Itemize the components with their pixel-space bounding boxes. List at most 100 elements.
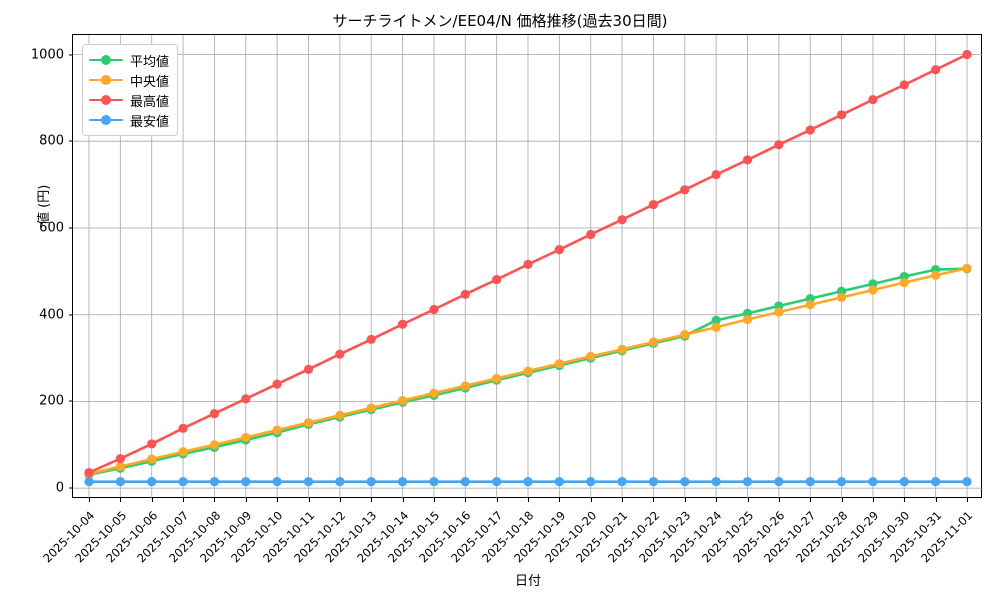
y-tick-mark — [68, 140, 73, 142]
data-point — [366, 477, 376, 487]
data-point — [554, 245, 564, 255]
data-point — [241, 477, 251, 487]
x-tick-mark — [716, 497, 718, 502]
data-point — [962, 263, 972, 273]
data-point — [836, 292, 847, 302]
x-tick-mark — [151, 497, 153, 502]
data-point — [460, 289, 470, 299]
x-tick-mark — [214, 497, 216, 502]
y-tick-label: 1000 — [30, 47, 64, 62]
x-tick-mark — [277, 497, 279, 502]
x-tick-mark — [528, 497, 529, 502]
data-point — [680, 330, 690, 340]
data-point — [429, 477, 439, 487]
legend-label: 平均値 — [130, 54, 170, 70]
legend-label: 最安値 — [130, 114, 170, 130]
data-point — [147, 439, 157, 449]
data-point — [335, 349, 345, 359]
data-point — [554, 477, 564, 487]
x-tick-mark — [308, 497, 310, 502]
data-point — [805, 125, 815, 135]
data-point — [115, 454, 125, 464]
data-point — [272, 425, 282, 435]
data-point — [742, 314, 753, 325]
data-point — [397, 319, 408, 329]
data-point — [178, 423, 188, 433]
grid-lines — [73, 35, 983, 499]
data-point — [680, 185, 690, 195]
data-point — [366, 403, 376, 413]
legend-item[interactable]: 最安値 — [89, 110, 169, 130]
data-point — [178, 477, 188, 487]
y-tick-label: 0 — [55, 480, 64, 496]
data-point — [617, 477, 627, 487]
x-tick-mark — [183, 497, 185, 502]
data-point — [711, 477, 721, 487]
y-tick-label: 200 — [39, 393, 64, 409]
data-point — [115, 477, 125, 487]
x-tick-mark — [590, 497, 592, 502]
x-tick-mark — [810, 497, 812, 502]
data-point — [272, 477, 282, 487]
data-point — [648, 477, 659, 487]
data-point — [648, 199, 659, 210]
data-point — [836, 477, 847, 487]
x-tick-mark — [402, 497, 404, 502]
data-point — [711, 322, 721, 332]
data-point — [742, 477, 753, 487]
legend-label: 中央値 — [130, 74, 170, 90]
data-point — [868, 477, 878, 487]
data-point — [523, 366, 533, 376]
data-point — [209, 440, 220, 450]
legend-marker-icon — [89, 113, 123, 127]
data-point — [366, 334, 376, 345]
x-tick-mark — [967, 497, 968, 502]
y-tick-mark — [68, 314, 73, 316]
data-point — [586, 351, 596, 361]
legend-item[interactable]: 中央値 — [89, 70, 169, 90]
x-tick-mark — [904, 497, 906, 502]
data-point — [680, 477, 690, 487]
data-point — [868, 285, 878, 295]
legend-label: 最高値 — [130, 94, 170, 110]
data-point — [899, 80, 909, 90]
data-point — [335, 477, 345, 487]
series-lines — [84, 49, 972, 487]
data-point — [209, 477, 220, 487]
data-point — [617, 215, 627, 225]
data-point — [178, 447, 188, 457]
data-point — [931, 65, 941, 75]
data-point — [147, 477, 157, 487]
data-point — [303, 418, 314, 428]
y-tick-mark — [68, 54, 73, 55]
data-point — [523, 259, 533, 269]
x-tick-mark — [653, 497, 655, 502]
legend-item[interactable]: 平均値 — [89, 50, 169, 70]
data-point — [931, 270, 941, 280]
data-point — [962, 477, 972, 487]
x-tick-mark — [778, 497, 780, 502]
x-tick-mark — [841, 497, 843, 502]
x-tick-mark — [120, 497, 122, 502]
x-tick-mark — [872, 497, 874, 502]
data-point — [492, 373, 502, 384]
legend-item[interactable]: 最高値 — [89, 90, 169, 110]
data-point — [429, 388, 439, 398]
x-tick-mark — [935, 497, 937, 502]
data-point — [460, 477, 470, 487]
data-point — [836, 110, 847, 120]
y-tick-mark — [68, 227, 73, 229]
data-point — [335, 410, 345, 420]
data-point — [774, 477, 784, 487]
data-point — [805, 477, 815, 487]
x-axis-label: 日付 — [514, 574, 541, 589]
legend-marker-icon — [89, 53, 123, 67]
data-point — [241, 394, 251, 404]
y-axis-label: 値 (円) — [37, 184, 52, 225]
y-tick-label: 600 — [39, 220, 64, 236]
data-point — [711, 315, 721, 325]
data-point — [962, 49, 972, 60]
data-point — [868, 95, 878, 105]
data-point — [586, 477, 596, 487]
